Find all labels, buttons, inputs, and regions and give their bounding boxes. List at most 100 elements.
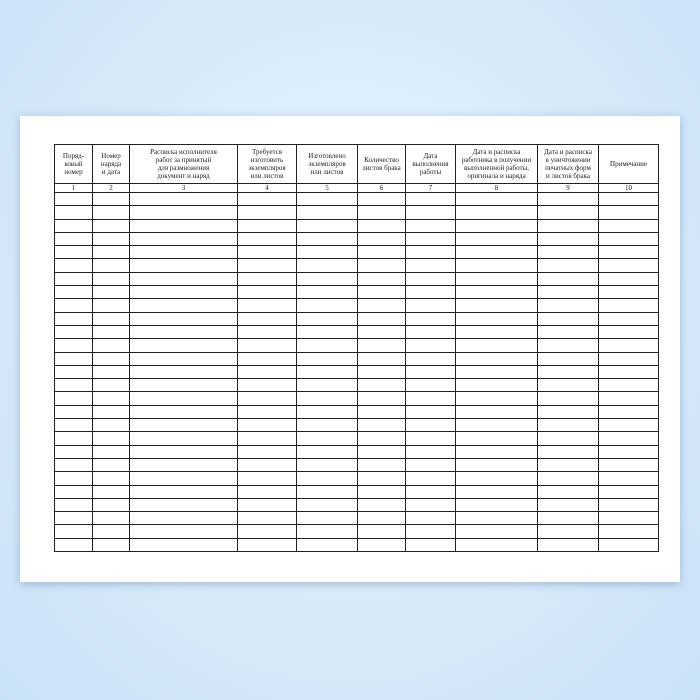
table-cell: [357, 258, 406, 273]
table-cell: [54, 444, 93, 459]
table-cell: [296, 431, 358, 446]
table-cell: [54, 404, 93, 420]
table-cell: [598, 351, 659, 366]
table-cell: [129, 245, 238, 260]
table-row: [54, 324, 659, 340]
table-cell: [54, 285, 93, 300]
table-cell: [598, 338, 659, 353]
table-cell: [129, 298, 238, 313]
table-cell: [405, 245, 456, 260]
table-cell: [129, 484, 238, 499]
table-cell: [537, 258, 599, 273]
table-cell: [237, 457, 297, 473]
table-cell: [296, 231, 358, 247]
table-row: [54, 311, 659, 326]
table-cell: [129, 511, 238, 526]
table-cell: [455, 497, 538, 513]
table-cell: [537, 444, 599, 459]
table-cell: [92, 511, 130, 526]
table-cell: [405, 285, 456, 300]
table-cell: [237, 245, 297, 260]
table-cell: [357, 191, 406, 207]
table-row: [54, 457, 659, 473]
table-cell: [405, 457, 456, 473]
table-cell: [405, 311, 456, 326]
table-cell: [129, 258, 238, 273]
table-cell: [237, 511, 297, 526]
table-cell: [54, 258, 93, 273]
table-cell: [237, 351, 297, 366]
table-cell: [237, 311, 297, 326]
table-cell: [129, 231, 238, 247]
table-cell: [455, 364, 538, 380]
table-cell: [405, 431, 456, 446]
table-cell: [92, 231, 130, 247]
table-cell: [129, 271, 238, 287]
column-header: Количество листов брака: [357, 144, 406, 184]
table-cell: [296, 364, 358, 380]
header-row: Поряд- ковый номер Номер наряда и дата Рас…: [54, 144, 659, 184]
column-number: 4: [237, 183, 297, 193]
table-cell: [357, 484, 406, 499]
table-cell: [54, 418, 93, 433]
table-cell: [357, 311, 406, 326]
table-cell: [54, 205, 93, 220]
table-cell: [129, 524, 238, 539]
table-cell: [455, 191, 538, 207]
table-cell: [537, 324, 599, 340]
table-cell: [296, 444, 358, 459]
table-cell: [537, 457, 599, 473]
table-cell: [537, 338, 599, 353]
table-row: [54, 444, 659, 459]
table-cell: [537, 484, 599, 499]
column-header: Поряд- ковый номер: [54, 144, 93, 184]
table-cell: [405, 418, 456, 433]
table-cell: [357, 271, 406, 287]
table-cell: [296, 471, 358, 486]
table-cell: [598, 324, 659, 340]
table-cell: [455, 378, 538, 393]
table-cell: [129, 457, 238, 473]
table-cell: [598, 497, 659, 513]
table-cell: [455, 245, 538, 260]
table-row: [54, 404, 659, 420]
table-cell: [54, 351, 93, 366]
table-cell: [237, 524, 297, 539]
column-number: 10: [598, 183, 659, 193]
table-cell: [357, 324, 406, 340]
table-cell: [237, 285, 297, 300]
table-cell: [405, 404, 456, 420]
table-cell: [129, 431, 238, 446]
table-cell: [455, 537, 538, 553]
table-cell: [405, 378, 456, 393]
table-cell: [357, 298, 406, 313]
table-cell: [54, 271, 93, 287]
table-row: [54, 537, 659, 553]
table-cell: [405, 524, 456, 539]
table-cell: [296, 484, 358, 499]
table-cell: [129, 497, 238, 513]
table-row: [54, 378, 659, 393]
table-row: [54, 191, 659, 207]
table-cell: [455, 418, 538, 433]
table-cell: [92, 404, 130, 420]
table-row: [54, 285, 659, 300]
table-cell: [296, 311, 358, 326]
table-cell: [296, 338, 358, 353]
table-cell: [54, 191, 93, 207]
table-cell: [598, 484, 659, 499]
table-cell: [357, 404, 406, 420]
table-row: [54, 351, 659, 366]
table-row: [54, 218, 659, 233]
table-cell: [537, 511, 599, 526]
table-cell: [92, 497, 130, 513]
table-cell: [237, 497, 297, 513]
table-cell: [598, 191, 659, 207]
table-cell: [296, 391, 358, 406]
table-cell: [92, 258, 130, 273]
table-cell: [237, 191, 297, 207]
table-cell: [405, 258, 456, 273]
table-cell: [92, 271, 130, 287]
table-cell: [357, 391, 406, 406]
form-page: Поряд- ковый номер Номер наряда и дата Рас…: [20, 116, 680, 582]
